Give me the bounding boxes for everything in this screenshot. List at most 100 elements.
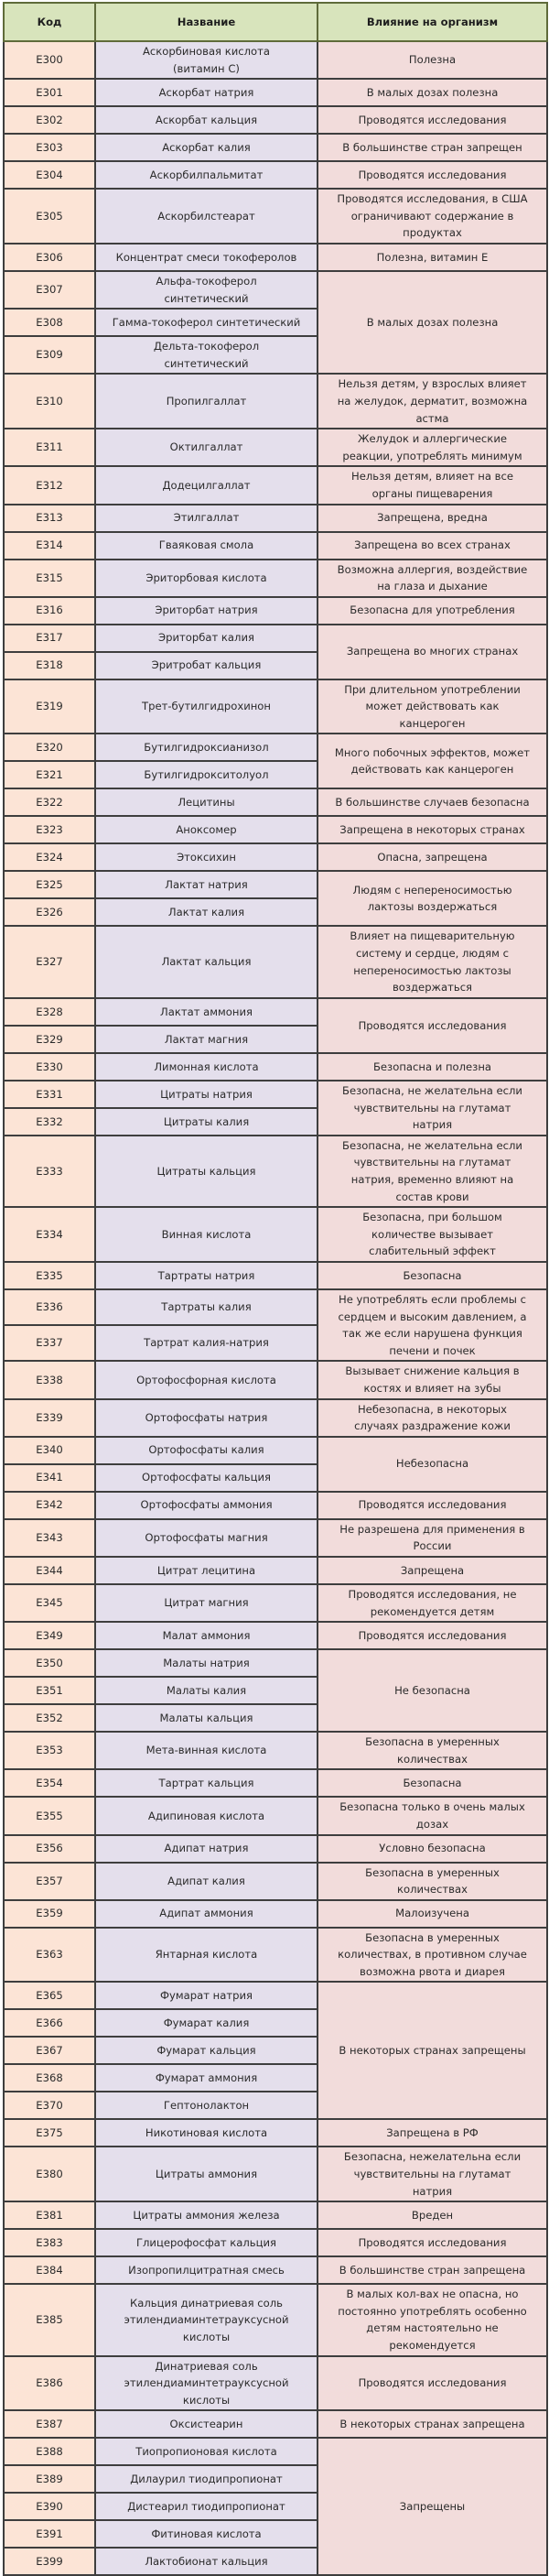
effect-cell: Безопасна, при большом количестве вызыва… — [317, 1206, 548, 1263]
table-row: E312 Додецилгаллат Нельзя детям, влияет на… — [3, 465, 548, 505]
name-cell: Лимонная кислота — [94, 1051, 318, 1081]
table-row: E365 Фумарат натрия В некоторых странах за… — [3, 1981, 548, 2121]
name-cell: Лактат натрия — [94, 870, 318, 900]
code-cell: E323 — [3, 815, 96, 845]
name-cell: Гептонолактон — [94, 2091, 318, 2121]
effect-cell: Безопасна, нежелательна если чувствитель… — [317, 2146, 548, 2203]
effect-cell: Проводятся исследования, в США ограничив… — [317, 188, 548, 245]
code-cell: E381 — [3, 2201, 96, 2231]
table-row: E320 Бутилгидроксианизол Много побочных эф… — [3, 733, 548, 790]
table-row: E356 Адипат натрия Условно безопасна — [3, 1833, 548, 1864]
table-row: E311 Октилгаллат Желудок и аллергические р… — [3, 428, 548, 468]
code-cell: E337 — [3, 1324, 96, 1363]
table-row: E309 Дельта-токоферол синтетический — [3, 335, 547, 375]
effect-cell: Полезна — [317, 39, 548, 81]
name-cell: Адипат натрия — [94, 1833, 318, 1864]
effect-cell: Запрещена во всех странах — [317, 530, 548, 560]
code-cell: E399 — [3, 2547, 96, 2576]
table-row: E310 Пропилгаллат Нельзя детям, у взрослых… — [3, 373, 548, 430]
code-cell: E324 — [3, 842, 96, 873]
code-cell: E365 — [3, 1981, 96, 2011]
table-row: E313 Этилгаллат Запрещена, вредна — [3, 503, 548, 533]
name-cell: Тиопропионовая кислота — [94, 2437, 318, 2467]
name-cell: Ортофосфаты аммония — [94, 1490, 318, 1520]
effect-cell: Безопасна в умеренных количествах — [317, 1731, 548, 1771]
code-cell: E342 — [3, 1490, 96, 1520]
effect-cell: Безопасна для употребления — [317, 595, 548, 625]
effect-cell: Безопасна и полезна — [317, 1051, 548, 1081]
code-cell: E334 — [3, 1206, 96, 1263]
code-cell: E340 — [3, 1435, 96, 1465]
code-cell: E390 — [3, 2492, 96, 2522]
code-cell: E355 — [3, 1796, 96, 1836]
table-row: E385 Кальция динатриевая соль этилендиами… — [3, 2283, 548, 2357]
name-cell: Малаты натрия — [94, 1648, 318, 1679]
code-cell: E327 — [3, 925, 96, 999]
name-cell: Ортофосфорная кислота — [94, 1360, 318, 1400]
name-cell: Цитраты калия — [94, 1106, 318, 1136]
table-row: E302 Аскорбат кальция Проводятся исследова… — [3, 105, 548, 136]
name-cell: Лактат аммония — [94, 996, 318, 1027]
code-cell: E330 — [3, 1051, 96, 1081]
code-cell: E318 — [3, 650, 96, 680]
effect-cell: Безопасна — [317, 1768, 548, 1799]
table-row: E307 Альфа-токоферол синтетический В малых… — [3, 269, 548, 375]
effect-cell: В малых кол-вах не опасна, но постоянно … — [317, 2283, 548, 2357]
table-row: E387 Оксистеарин В некоторых странах запре… — [3, 2409, 548, 2440]
name-cell: Дельта-токоферол синтетический — [94, 335, 318, 375]
table-row: E308 Гамма-токоферол синтетический — [3, 308, 547, 338]
code-cell: E307 — [3, 269, 96, 310]
name-cell: Лактат калия — [94, 897, 318, 928]
table-row: E370 Гептонолактон — [3, 2091, 547, 2121]
table-row: E340 Ортофосфаты калия Небезопасна — [3, 1435, 548, 1493]
code-cell: E387 — [3, 2409, 96, 2440]
table-row: E352 Малаты кальция — [3, 1703, 547, 1734]
name-cell: Адипиновая кислота — [94, 1796, 318, 1836]
table-header-row: Код Название Влияние на организм — [3, 2, 548, 42]
effect-cell: Проводятся исследования — [317, 1621, 548, 1651]
effect-cell: Вреден — [317, 2201, 548, 2231]
effect-cell: Опасна, запрещена — [317, 842, 548, 873]
effect-cell: Небезопасна — [317, 1435, 548, 1493]
code-cell: E303 — [3, 133, 96, 163]
table-row: E329 Лактат магния — [3, 1024, 547, 1054]
code-cell: E366 — [3, 2008, 96, 2038]
effect-cell: Безопасна, не желательна если чувствител… — [317, 1079, 548, 1136]
name-cell: Цитраты кальция — [94, 1134, 318, 1209]
effect-cell: Безопасна только в очень малых дозах — [317, 1796, 548, 1836]
effect-cell: В малых дозах полезна — [317, 78, 548, 108]
effect-cell: Полезна, витамин Е — [317, 242, 548, 272]
name-cell: Тартраты натрия — [94, 1261, 318, 1290]
name-cell: Гамма-токоферол синтетический — [94, 308, 318, 338]
table-row: E386 Динатриевая соль этилендиаминтетраук… — [3, 2354, 548, 2412]
code-cell: E343 — [3, 1517, 96, 1558]
code-cell: E356 — [3, 1833, 96, 1864]
table-row: E357 Адипат калия Безопасна в умеренных ко… — [3, 1861, 548, 1901]
effect-cell: Безопасна в умеренных количествах — [317, 1861, 548, 1901]
table-row: E323 Аноксомер Запрещена в некоторых стран… — [3, 815, 548, 845]
table-row: E305 Аскорбилстеарат Проводятся исследован… — [3, 188, 548, 245]
effect-cell: Безопасна — [317, 1261, 548, 1290]
table-row: E334 Винная кислота Безопасна, при большом… — [3, 1206, 548, 1263]
code-cell: E363 — [3, 1926, 96, 1984]
name-cell: Аскорбиновая кислота (витамин С) — [94, 39, 318, 81]
code-cell: E359 — [3, 1898, 96, 1929]
name-cell: Эритробат кальция — [94, 650, 318, 680]
code-cell: E332 — [3, 1106, 96, 1136]
name-cell: Цитрат лецитина — [94, 1555, 318, 1585]
table-row: E332 Цитраты калия — [3, 1106, 547, 1136]
name-cell: Пропилгаллат — [94, 373, 318, 430]
code-cell: E311 — [3, 428, 96, 468]
effect-cell: Запрещена в РФ — [317, 2118, 548, 2148]
table-row: E324 Этоксихин Опасна, запрещена — [3, 842, 548, 873]
effect-cell: Нельзя детям, влияет на все органы пищев… — [317, 465, 548, 505]
code-cell: E344 — [3, 1555, 96, 1585]
code-cell: E351 — [3, 1676, 96, 1706]
table-row: E319 Трет-бутилгидрохинон При длительном у… — [3, 678, 548, 735]
code-cell: E341 — [3, 1462, 96, 1493]
table-body: E300 Аскорбиновая кислота (витамин С) Поле… — [3, 39, 548, 2576]
effect-cell: Нельзя детям, у взрослых влияет на желуд… — [317, 373, 548, 430]
table-row: E359 Адипат аммония Малоизучена — [3, 1898, 548, 1929]
code-cell: E314 — [3, 530, 96, 560]
effect-cell: Людям с непереносимостью лактозы воздерж… — [317, 870, 548, 928]
